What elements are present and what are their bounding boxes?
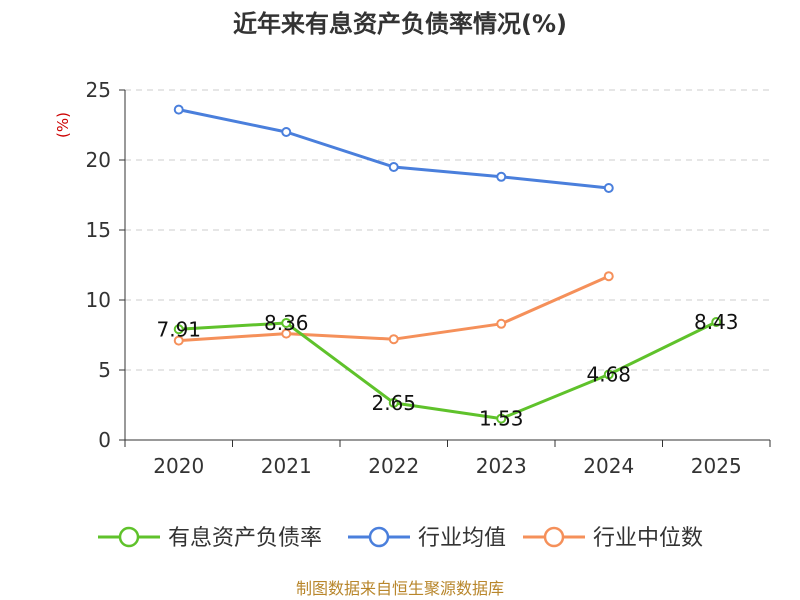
data-point[interactable]: [281, 127, 292, 137]
legend-item-0[interactable]: 有息资产负债率: [98, 526, 322, 551]
legend-label: 行业均值: [418, 526, 506, 551]
data-point[interactable]: [173, 335, 184, 346]
y-tick-label: 0: [98, 428, 111, 452]
data-point[interactable]: [711, 316, 722, 327]
y-axis-unit: (%): [54, 112, 72, 138]
data-point[interactable]: [603, 369, 614, 380]
x-tick-label: 2023: [476, 454, 527, 478]
series-line-0: [178, 320, 717, 421]
data-point[interactable]: [496, 171, 507, 182]
legend-swatch-marker: [543, 526, 565, 548]
y-tick-label: 5: [98, 358, 111, 382]
series-line-2: [178, 274, 610, 343]
data-point[interactable]: [388, 162, 399, 172]
legend-label: 行业中位数: [593, 526, 703, 551]
data-point[interactable]: [173, 104, 184, 115]
data-label: 8.36: [264, 311, 309, 335]
y-tick-label: 25: [86, 78, 111, 102]
x-tick-label: 2024: [583, 454, 634, 478]
legend-swatch-marker: [118, 526, 140, 548]
data-point[interactable]: [603, 183, 614, 193]
data-point[interactable]: [496, 318, 507, 329]
x-tick-label: 2021: [261, 454, 312, 478]
data-label: 2.65: [371, 391, 416, 415]
data-point[interactable]: [388, 334, 399, 345]
y-tick-label: 15: [86, 218, 111, 242]
source-note: 制图数据来自恒生聚源数据库: [296, 579, 504, 598]
data-label: 7.91: [156, 317, 201, 341]
legend-label: 有息资产负债率: [168, 526, 322, 551]
legend-item-2[interactable]: 行业中位数: [523, 526, 703, 551]
data-point[interactable]: [603, 271, 614, 282]
x-tick-label: 2022: [368, 454, 419, 478]
data-label: 1.53: [479, 407, 524, 431]
y-tick-label: 10: [86, 288, 111, 312]
data-point[interactable]: [496, 413, 507, 424]
series-line-1: [178, 108, 609, 190]
data-label: 4.68: [586, 362, 631, 386]
y-tick-label: 20: [86, 148, 111, 172]
data-point[interactable]: [173, 324, 184, 335]
chart-title: 近年来有息资产负债率情况(%): [233, 10, 567, 38]
data-point[interactable]: [281, 317, 292, 328]
data-point[interactable]: [388, 397, 399, 408]
x-tick-label: 2025: [691, 454, 742, 478]
legend-swatch-marker: [368, 526, 390, 548]
data-label: 8.43: [694, 310, 739, 334]
data-point[interactable]: [281, 328, 292, 339]
legend-item-1[interactable]: 行业均值: [348, 526, 506, 551]
x-tick-label: 2020: [153, 454, 204, 478]
